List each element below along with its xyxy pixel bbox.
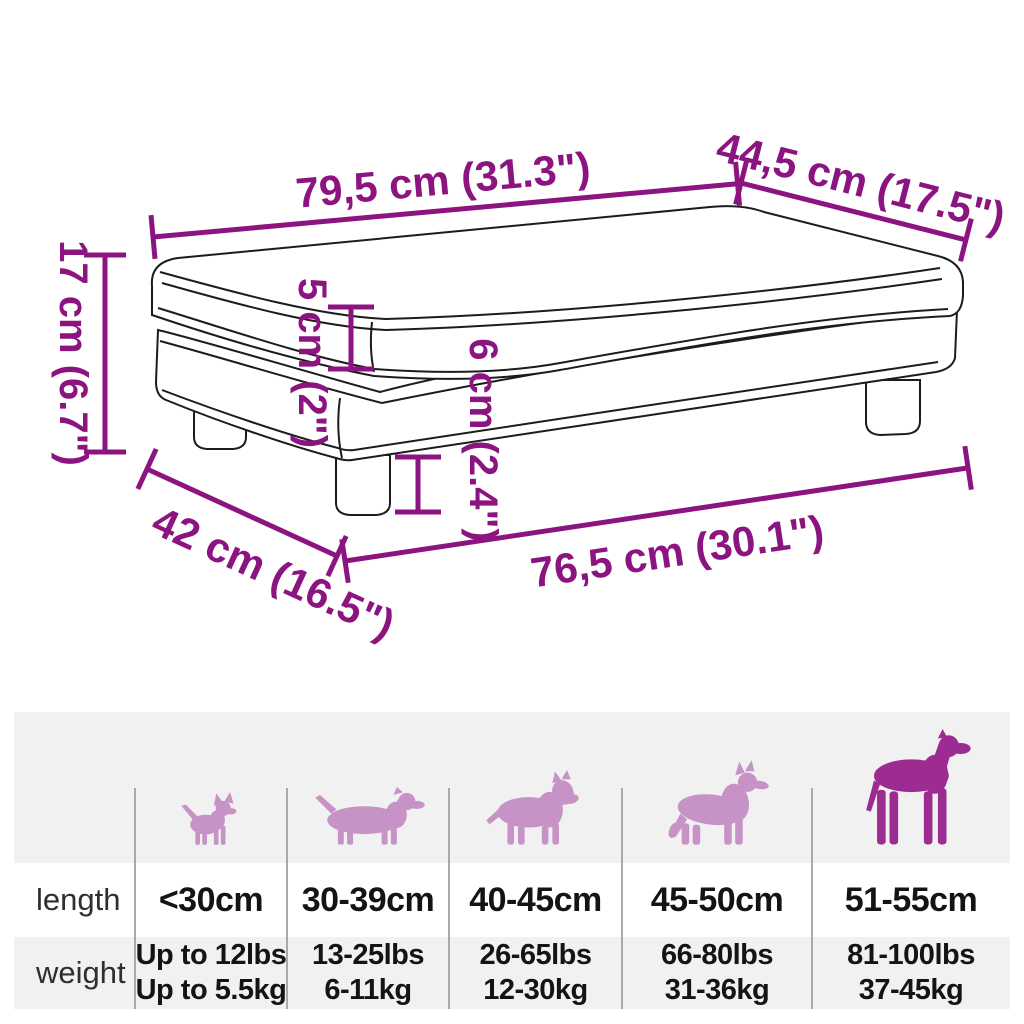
size-chart: length <30cm 30-39cm 40-45cm 45-50cm 51-…	[14, 712, 1010, 1009]
length-value: 40-45cm	[449, 863, 622, 937]
great-dane-icon	[812, 712, 1010, 863]
bed-base	[154, 296, 959, 462]
column-divider	[286, 788, 288, 1009]
corner-cell	[14, 712, 135, 863]
dachshund-icon	[287, 712, 449, 863]
weight-value: 66-80lbs 31-36kg	[660, 938, 774, 1006]
size-chart-grid: length <30cm 30-39cm 40-45cm 45-50cm 51-…	[14, 712, 1010, 1009]
dimension-diagram: 79,5 cm (31.3") 44,5 cm (17.5") 17 cm (6…	[51, 123, 1010, 648]
length-value: 51-55cm	[812, 863, 1010, 937]
german-shepherd-icon	[622, 712, 812, 863]
weight-value: 81-100lbs 37-45kg	[847, 938, 975, 1006]
length-value: 30-39cm	[287, 863, 449, 937]
dimension-cushion-thickness: 5 cm (2")	[290, 278, 374, 448]
column-divider	[811, 788, 813, 1009]
dimension-label-top-length: 79,5 cm (31.3")	[294, 143, 592, 217]
weight-row-label: weight	[36, 955, 126, 990]
pet-bed-drawing: 79,5 cm (31.3") 44,5 cm (17.5") 17 cm (6…	[51, 123, 1010, 648]
length-row-label: length	[14, 863, 135, 937]
dimension-label-base-length: 76,5 cm (30.1")	[528, 506, 827, 596]
bull-terrier-icon	[449, 712, 622, 863]
dimension-leg-height: 6 cm (2.4")	[395, 338, 505, 542]
dimension-label-total-height: 17 cm (6.7")	[51, 240, 95, 466]
column-divider	[134, 788, 136, 1009]
weight-value: 26-65lbs 12-30kg	[479, 938, 592, 1006]
dimension-base-length: 76,5 cm (30.1")	[339, 445, 974, 596]
dimension-label-cushion-thickness: 5 cm (2")	[290, 278, 334, 448]
column-divider	[621, 788, 623, 1009]
length-value: 45-50cm	[622, 863, 812, 937]
dimension-total-height: 17 cm (6.7")	[51, 240, 126, 466]
dimension-label-base-depth: 42 cm (16.5")	[145, 497, 401, 648]
dimension-label-leg-height: 6 cm (2.4")	[461, 338, 505, 542]
chihuahua-icon	[135, 712, 287, 863]
column-divider	[448, 788, 450, 1009]
length-value: <30cm	[135, 863, 287, 937]
weight-value: Up to 12lbs Up to 5.5kg	[135, 938, 287, 1006]
bed-mattress	[150, 205, 964, 380]
weight-value: 13-25lbs 6-11kg	[311, 938, 425, 1006]
